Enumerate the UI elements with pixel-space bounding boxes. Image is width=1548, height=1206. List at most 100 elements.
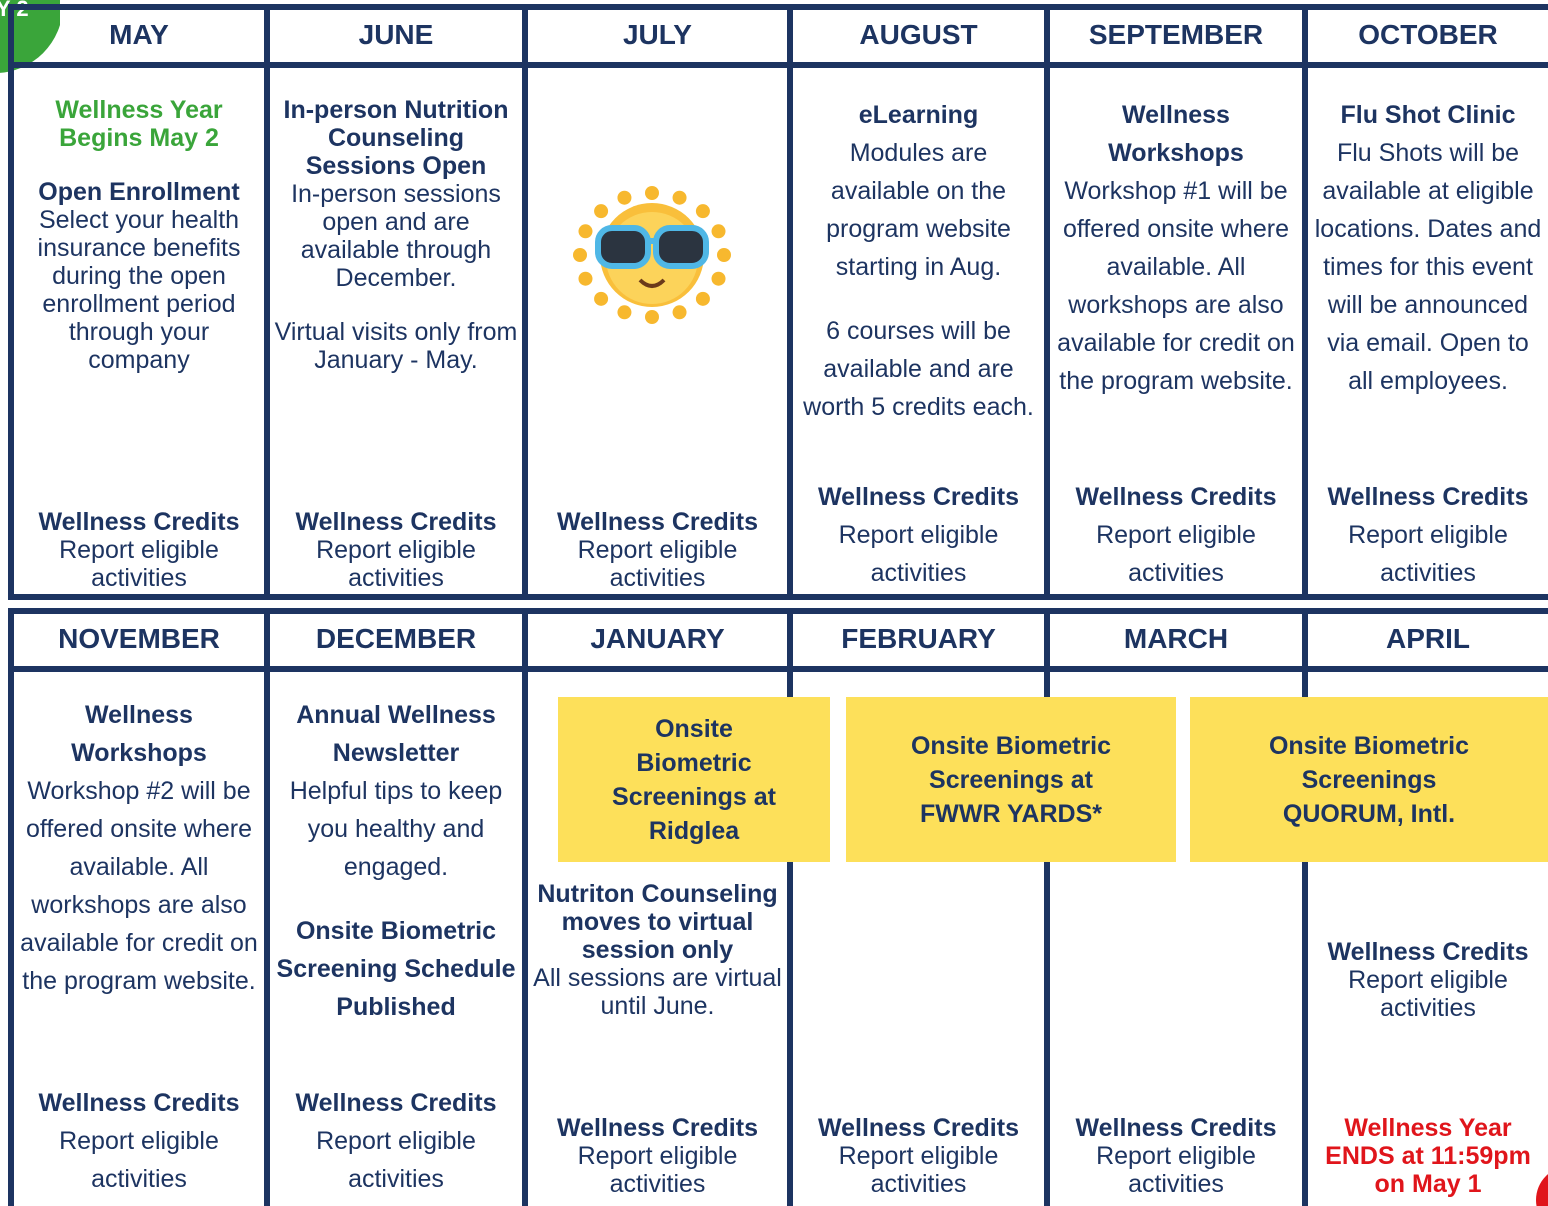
corner-dot bbox=[1536, 1174, 1548, 1206]
month-name: OCTOBER bbox=[1308, 8, 1548, 68]
footer-heading: Wellness Credits bbox=[556, 1114, 758, 1142]
month-column: JANUARY Nutriton Counseling moves to virt… bbox=[522, 612, 787, 1206]
event-heading: In-person Nutrition Counseling Sessions … bbox=[283, 96, 509, 180]
month-name: SEPTEMBER bbox=[1050, 8, 1302, 68]
event: Virtual visits only from January - May. bbox=[274, 318, 518, 374]
event-banner: Onsite Biometric Screenings QUORUM, Intl… bbox=[1190, 697, 1548, 862]
month-blocks: In-person Nutrition Counseling Sessions … bbox=[274, 96, 518, 400]
event-heading: Annual Wellness Newsletter bbox=[296, 701, 496, 767]
footer-text: Report eligible activities bbox=[1096, 521, 1256, 587]
month-column: MARCH Wellness Credits Report eligible act… bbox=[1044, 612, 1302, 1206]
footer-heading: Wellness Credits bbox=[1075, 1114, 1277, 1142]
month-column: NOVEMBER Wellness Workshops Workshop #2 wi… bbox=[8, 612, 264, 1206]
event-text: Report eligible activities bbox=[1348, 966, 1508, 1022]
event-heading: Nutriton Counseling moves to virtual ses… bbox=[537, 880, 778, 964]
footer-text: Report eligible activities bbox=[838, 1142, 999, 1198]
event: 6 courses will be available and are wort… bbox=[797, 312, 1040, 426]
event-text: Workshop #2 will be offered onsite where… bbox=[20, 777, 258, 995]
event-text: Virtual visits only from January - May. bbox=[274, 318, 518, 374]
month-column: SEPTEMBER Wellness Workshops Workshop #1 w… bbox=[1044, 8, 1302, 600]
event-heading: Wellness Workshops bbox=[71, 701, 207, 767]
event-text: 6 courses will be available and are wort… bbox=[803, 317, 1034, 421]
footer-heading: Wellness Credits bbox=[556, 508, 758, 536]
month-column: JULY Wellness Credits Report eligible acti… bbox=[522, 8, 787, 600]
event: Onsite Biometric Screening Schedule Publ… bbox=[274, 912, 518, 1026]
footer-text: Report eligible activities bbox=[577, 1142, 738, 1198]
month-name: JULY bbox=[528, 8, 787, 68]
event-text: All sessions are virtual until June. bbox=[533, 964, 782, 1020]
month-name: JUNE bbox=[270, 8, 522, 68]
event: Wellness Credits Report eligible activiti… bbox=[1312, 938, 1544, 1022]
month-footer: Wellness Credits Report eligible activiti… bbox=[532, 508, 783, 592]
event-text: Helpful tips to keep you healthy and eng… bbox=[289, 777, 503, 881]
month-blocks: eLearning Modules are available on the pr… bbox=[797, 96, 1040, 452]
month-footer: Wellness Credits Report eligible activiti… bbox=[1054, 478, 1298, 592]
footer-heading: Wellness Credits bbox=[295, 508, 497, 536]
month-blocks: Wellness Workshops Workshop #1 will be of… bbox=[1054, 96, 1298, 426]
event-heading: Wellness Credits bbox=[1327, 938, 1529, 966]
event-text: Modules are available on the program web… bbox=[826, 139, 1011, 281]
month-footer: Wellness Credits Report eligible activiti… bbox=[274, 508, 518, 592]
event-heading: Wellness Year Begins May 2 bbox=[55, 96, 223, 152]
month-column: DECEMBER Annual Wellness Newsletter Helpfu… bbox=[264, 612, 522, 1206]
month-name: MARCH bbox=[1050, 612, 1302, 672]
month-blocks: Wellness Year Begins May 2 Open Enrollmen… bbox=[18, 96, 260, 400]
footer-heading: Wellness Credits bbox=[295, 1089, 497, 1117]
footer-heading: Wellness Credits bbox=[38, 508, 240, 536]
month-footer: Wellness Credits Report eligible activiti… bbox=[18, 1084, 260, 1198]
event: Open Enrollment Select your health insura… bbox=[18, 178, 260, 374]
sun-illustration bbox=[573, 186, 731, 324]
footer-text: Report eligible activities bbox=[59, 1127, 219, 1193]
month-footer: Wellness Credits Report eligible activiti… bbox=[18, 508, 260, 592]
month-column: OCTOBER Flu Shot Clinic Flu Shots will be … bbox=[1302, 8, 1548, 600]
month-name: JANUARY bbox=[528, 612, 787, 672]
footer-heading: Wellness Credits bbox=[817, 483, 1019, 511]
row-top-border bbox=[8, 608, 1548, 614]
footer-text: Report eligible activities bbox=[577, 536, 738, 592]
month-blocks: Nutriton Counseling moves to virtual ses… bbox=[532, 880, 783, 1046]
month-footer: Wellness Credits Report eligible activiti… bbox=[1054, 1114, 1298, 1198]
event-heading: Open Enrollment bbox=[38, 178, 240, 206]
month-footer: Wellness Credits Report eligible activiti… bbox=[797, 1114, 1040, 1198]
month-footer: Wellness Credits Report eligible activiti… bbox=[532, 1114, 783, 1198]
event-text: Select your health insurance benefits du… bbox=[37, 206, 241, 374]
month-blocks: Annual Wellness Newsletter Helpful tips t… bbox=[274, 696, 518, 1052]
event-heading: eLearning bbox=[858, 101, 979, 129]
month-blocks: Wellness Workshops Workshop #2 will be of… bbox=[18, 696, 260, 1026]
footer-text: Report eligible activities bbox=[316, 536, 476, 592]
event-heading: Onsite Biometric Screening Schedule Publ… bbox=[276, 917, 516, 1021]
row-top-border bbox=[8, 4, 1548, 10]
event: Wellness Workshops Workshop #2 will be of… bbox=[18, 696, 260, 1000]
month-name: NOVEMBER bbox=[14, 612, 264, 672]
footer-heading: Wellness Year ENDS at 11:59pm on May 1 bbox=[1325, 1114, 1531, 1198]
footer-text: Report eligible activities bbox=[1348, 521, 1508, 587]
month-name: APRIL bbox=[1308, 612, 1548, 672]
month-footer: Wellness Credits Report eligible activiti… bbox=[797, 478, 1040, 592]
month-blocks: Wellness Credits Report eligible activiti… bbox=[1312, 938, 1544, 1048]
month-name: AUGUST bbox=[793, 8, 1044, 68]
footer-heading: Wellness Credits bbox=[1327, 483, 1529, 511]
month-footer: Wellness Year ENDS at 11:59pm on May 1 bbox=[1312, 1114, 1544, 1198]
footer-text: Report eligible activities bbox=[838, 521, 999, 587]
footer-text: Report eligible activities bbox=[316, 1127, 476, 1193]
footer-heading: Wellness Credits bbox=[1075, 483, 1277, 511]
event: In-person Nutrition Counseling Sessions … bbox=[274, 96, 518, 292]
event-heading: Flu Shot Clinic bbox=[1340, 101, 1516, 129]
event-banner: Onsite Biometric Screenings at Ridglea bbox=[558, 697, 830, 862]
event-heading: Wellness Workshops bbox=[1108, 101, 1244, 167]
month-column: APRIL Wellness Credits Report eligible act… bbox=[1302, 612, 1548, 1206]
month-column: FEBRUARY Wellness Credits Report eligible … bbox=[787, 612, 1044, 1206]
month-column: MAY Wellness Year Begins May 2 Open Enroll… bbox=[8, 8, 264, 600]
month-column: AUGUST eLearning Modules are available on … bbox=[787, 8, 1044, 600]
event: eLearning Modules are available on the pr… bbox=[797, 96, 1040, 286]
month-name: MAY bbox=[14, 8, 264, 68]
month-blocks: Flu Shot Clinic Flu Shots will be availab… bbox=[1312, 96, 1544, 426]
event: Annual Wellness Newsletter Helpful tips t… bbox=[274, 696, 518, 886]
month-column: JUNE In-person Nutrition Counseling Sessi… bbox=[264, 8, 522, 600]
month-name: DECEMBER bbox=[270, 612, 522, 672]
event: Nutriton Counseling moves to virtual ses… bbox=[532, 880, 783, 1020]
footer-text: Report eligible activities bbox=[1096, 1142, 1256, 1198]
month-footer: Wellness Credits Report eligible activiti… bbox=[1312, 478, 1544, 592]
footer-text: Report eligible activities bbox=[59, 536, 219, 592]
